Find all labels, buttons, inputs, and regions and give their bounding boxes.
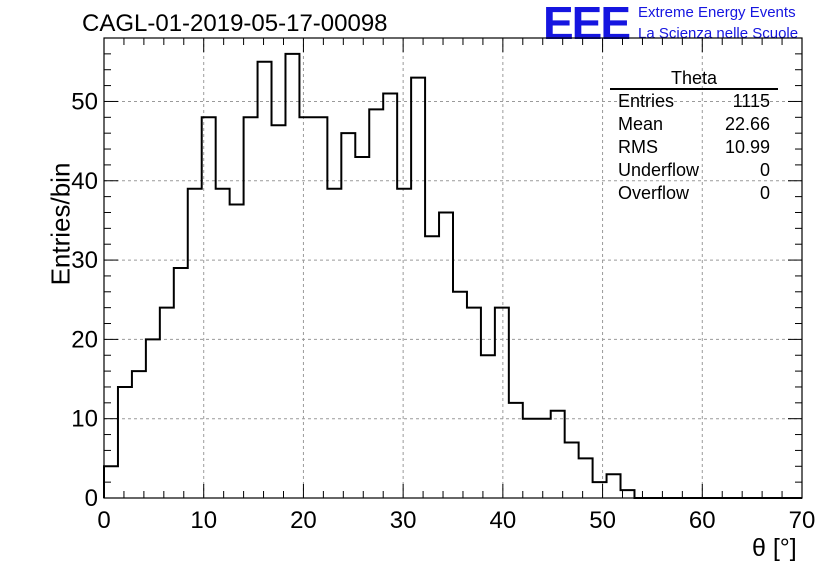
y-tick-label: 50 [71, 88, 98, 115]
y-tick-label: 0 [85, 485, 98, 512]
histogram-bin [425, 236, 439, 498]
histogram-bin [216, 189, 230, 498]
stats-row-underflow: Underflow 0 [610, 159, 778, 182]
stats-title: Theta [610, 68, 778, 90]
histogram-bin [495, 308, 509, 498]
stats-value: 0 [759, 183, 770, 203]
histogram-bin [509, 403, 523, 498]
histogram-bin [285, 54, 299, 498]
histogram-bin [146, 339, 160, 498]
stats-label: Entries [618, 91, 675, 111]
histogram-bin [593, 482, 607, 498]
histogram-bin [174, 268, 188, 498]
histogram-bin [565, 442, 579, 498]
histogram-bin [537, 419, 551, 498]
logo-line-1: Extreme Energy Events [638, 4, 796, 21]
histogram-bin [202, 117, 216, 498]
histogram-bin [607, 474, 621, 498]
histogram-series [103, 52, 802, 499]
histogram-bin [621, 490, 635, 498]
histogram-bin [439, 212, 453, 498]
y-tick-label: 30 [71, 247, 98, 274]
histogram-bin [258, 62, 272, 498]
x-tick-label: 10 [190, 507, 217, 534]
histogram-bin [341, 133, 355, 498]
stats-label: RMS [618, 137, 658, 157]
histogram-bin [104, 466, 118, 498]
histogram-bin [523, 419, 537, 498]
histogram-bin [188, 189, 202, 498]
histogram-bin [118, 387, 132, 498]
stats-row-overflow: Overflow 0 [610, 182, 778, 205]
histogram-bin [327, 189, 341, 498]
histogram-bin [453, 292, 467, 498]
x-tick-label: 70 [789, 507, 816, 534]
x-tick-label: 30 [390, 507, 417, 534]
stats-value: 10.99 [724, 137, 770, 157]
histogram-bin [299, 117, 313, 498]
x-tick-label: 60 [689, 507, 716, 534]
histogram-bin [244, 117, 258, 498]
y-tick-label: 40 [71, 168, 98, 195]
histogram-bin [160, 308, 174, 498]
histogram-bin [397, 189, 411, 498]
x-tick-label: 40 [490, 507, 517, 534]
histogram-bin [481, 355, 495, 498]
x-tick-label: 20 [290, 507, 317, 534]
x-axis-label: θ [°] [752, 534, 797, 562]
stats-label: Underflow [618, 160, 700, 180]
stats-row-mean: Mean 22.66 [610, 113, 778, 136]
histogram-bin [230, 205, 244, 498]
stats-value: 22.66 [724, 114, 770, 134]
stats-box: Theta Entries 1115 Mean 22.66 RMS 10.99 … [610, 68, 778, 205]
x-tick-label: 50 [589, 507, 616, 534]
histogram-bin [467, 308, 481, 498]
histogram-bin [411, 78, 425, 498]
histogram-bin [369, 109, 383, 498]
histogram-bin [272, 125, 286, 498]
stats-label: Overflow [618, 183, 690, 203]
histogram-bin [579, 458, 593, 498]
histogram-bin [313, 117, 327, 498]
histogram-bin [355, 157, 369, 498]
stats-label: Mean [618, 114, 664, 134]
stats-value: 1115 [732, 91, 770, 111]
histogram-bin [132, 371, 146, 498]
stats-value: 0 [759, 160, 770, 180]
stats-row-rms: RMS 10.99 [610, 136, 778, 159]
y-tick-label: 20 [71, 326, 98, 353]
x-tick-label: 0 [97, 507, 110, 534]
y-tick-label: 10 [71, 406, 98, 433]
plot-title: CAGL-01-2019-05-17-00098 [82, 10, 388, 37]
plot-frame [103, 37, 803, 499]
histogram-bin [551, 411, 565, 498]
histogram-bin [383, 94, 397, 498]
stats-row-entries: Entries 1115 [610, 90, 778, 113]
